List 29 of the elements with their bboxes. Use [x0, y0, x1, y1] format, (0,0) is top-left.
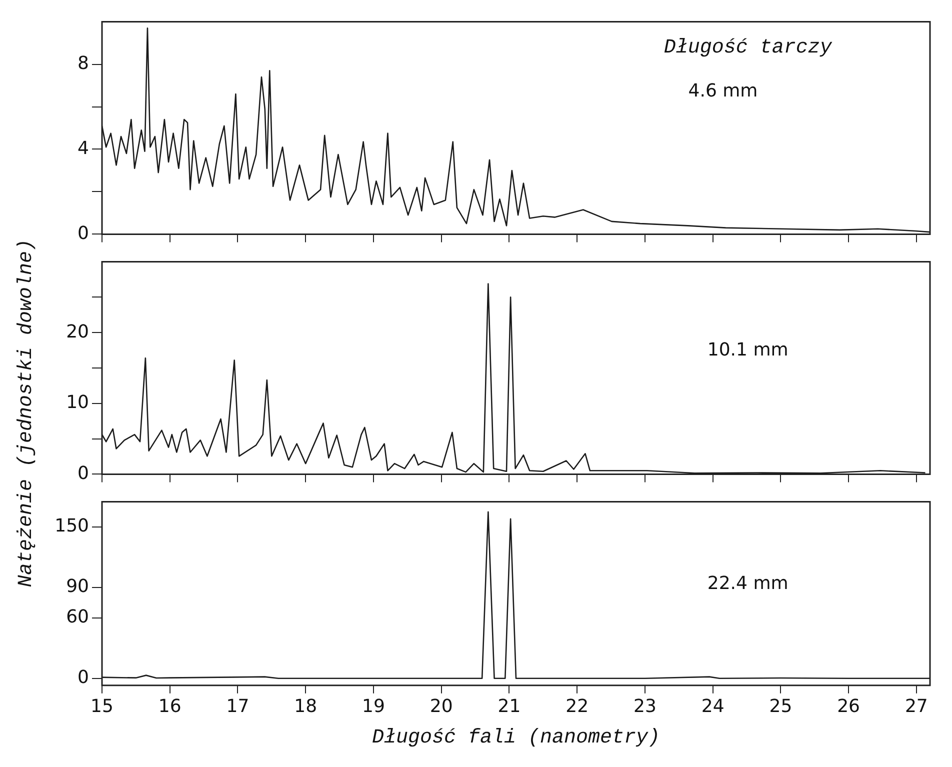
- y-axis-title: Natężenie (jednostki dowolne): [14, 238, 38, 588]
- y-tick-label: 4: [78, 138, 89, 159]
- y-tick-label: 60: [66, 606, 89, 628]
- x-tick-label: 17: [226, 696, 250, 717]
- annotation: 22.4 mm: [707, 573, 788, 594]
- x-tick-label: 15: [90, 696, 114, 717]
- y-tick-label: 20: [66, 321, 89, 342]
- y-tick-label: 10: [66, 392, 89, 414]
- x-tick-label: 23: [634, 696, 656, 717]
- x-tick-label: 20: [430, 696, 453, 717]
- x-tick-label: 21: [498, 696, 521, 717]
- annotation: 4.6 mm: [688, 80, 758, 102]
- x-tick-label: 18: [294, 696, 318, 717]
- y-tick-label: 90: [66, 576, 89, 598]
- x-tick-label: 16: [158, 696, 182, 717]
- x-tick-label: 25: [769, 696, 792, 717]
- x-tick-label: 24: [701, 696, 724, 717]
- x-axis-title: Długość fali (nanometry): [372, 726, 660, 750]
- x-tick-label: 19: [362, 696, 385, 717]
- annotation: 10.1 mm: [707, 340, 788, 361]
- y-tick-label: 0: [78, 222, 89, 244]
- x-tick-label: 27: [904, 696, 928, 717]
- annotation: Długość tarczy: [664, 36, 833, 60]
- x-tick-label: 22: [566, 696, 589, 717]
- x-tick-label: 26: [837, 696, 860, 717]
- y-tick-label: 0: [78, 462, 89, 484]
- y-tick-label: 0: [78, 667, 89, 688]
- y-tick-label: 8: [78, 52, 89, 74]
- y-tick-label: 150: [54, 516, 89, 537]
